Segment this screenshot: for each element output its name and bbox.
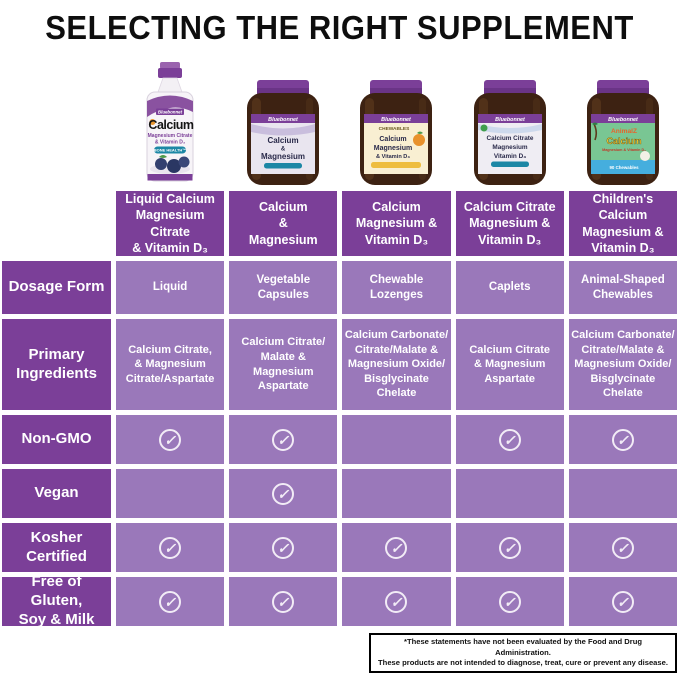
svg-text:& Vitamin D₃: & Vitamin D₃	[377, 154, 411, 160]
check-icon: ✓	[611, 536, 634, 559]
svg-text:AnimalZ: AnimalZ	[611, 128, 637, 135]
table-cell-vegan-2: ✓	[229, 469, 338, 518]
check-icon: ✓	[159, 590, 182, 613]
svg-text:Magnesium: Magnesium	[261, 152, 305, 161]
row-label-dosage-form: Dosage Form	[2, 261, 111, 314]
page-title: SELECTING THE RIGHT SUPPLEMENT	[45, 8, 634, 47]
product-photos-row: Bluebonnet Calcium Magnesium Citrate & V…	[2, 58, 677, 186]
row-label-free-of-gluten-soy-milk: Free of Gluten, Soy & Milk	[2, 573, 111, 628]
table-cell-kosher-4: ✓	[455, 523, 564, 572]
check-icon: ✓	[498, 536, 521, 559]
svg-text:CHEWABLES: CHEWABLES	[379, 126, 410, 132]
check-icon: ✓	[159, 428, 182, 451]
spacer-cell	[2, 191, 111, 256]
table-cell-free-4: ✓	[455, 577, 564, 626]
product-photo-calcium-magnesium-d3-chewables: Bluebonnet CHEWABLES Calcium Magnesium &…	[342, 80, 450, 186]
table-cell-nongmo-2: ✓	[229, 415, 338, 464]
svg-text:Calcium Citrate: Calcium Citrate	[486, 135, 533, 142]
table-cell-dosage-5: Animal-Shaped Chewables	[568, 261, 677, 314]
table-cell-nongmo-3: ✓	[342, 415, 451, 464]
svg-text:Calcium: Calcium	[606, 136, 641, 146]
amber-bottle-icon: Bluebonnet Calcium Citrate Magnesium Vit…	[473, 80, 546, 185]
table-cell-nongmo-1: ✓	[116, 415, 225, 464]
svg-text:Calcium: Calcium	[380, 136, 407, 143]
table-cell-ingredients-2: Calcium Citrate/ Malate & Magnesium Aspa…	[229, 319, 338, 410]
check-icon: ✓	[159, 536, 182, 559]
table-cell-ingredients-4: Calcium Citrate & Magnesium Aspartate	[455, 319, 564, 410]
svg-text:&: &	[281, 147, 286, 153]
svg-text:Bluebonnet: Bluebonnet	[268, 117, 298, 123]
row-label-vegan: Vegan	[2, 469, 111, 518]
table-cell-kosher-5: ✓	[568, 523, 677, 572]
svg-text:BONE HEALTH™: BONE HEALTH™	[154, 148, 187, 153]
check-icon: ✓	[498, 590, 521, 613]
svg-text:Bluebonnet: Bluebonnet	[608, 117, 638, 123]
table-cell-ingredients-1: Calcium Citrate, & Magnesium Citrate/Asp…	[116, 319, 225, 410]
column-header-calcium-magnesium: Calcium & Magnesium	[229, 191, 338, 256]
table-cell-dosage-2: Vegetable Capsules	[229, 261, 338, 314]
svg-text:Magnesium: Magnesium	[374, 145, 413, 152]
table-cell-kosher-3: ✓	[342, 523, 451, 572]
table-cell-ingredients-3: Calcium Carbonate/ Citrate/Malate & Magn…	[342, 319, 451, 410]
table-cell-dosage-1: Liquid	[116, 261, 225, 314]
table-cell-vegan-3: ✓	[342, 469, 451, 518]
column-header-childrens-calcium: Children's Calcium Magnesium & Vitamin D…	[568, 191, 677, 256]
table-cell-nongmo-4: ✓	[455, 415, 564, 464]
check-icon: ✓	[272, 590, 295, 613]
check-icon: ✓	[498, 428, 521, 451]
svg-text:Magnesium: Magnesium	[492, 144, 527, 151]
table-cell-free-2: ✓	[229, 577, 338, 626]
column-header-liquid-calcium: Liquid Calcium Magnesium Citrate & Vitam…	[116, 191, 225, 256]
amber-bottle-icon: Bluebonnet Calcium & Magnesium	[247, 80, 320, 185]
table-cell-dosage-4: Caplets	[455, 261, 564, 314]
svg-text:Vitamin D₃: Vitamin D₃	[494, 153, 526, 160]
product-photo-calcium-magnesium: Bluebonnet Calcium & Magnesium	[229, 80, 337, 186]
check-icon: ✓	[611, 590, 634, 613]
check-icon: ✓	[611, 428, 634, 451]
svg-text:Calcium: Calcium	[268, 136, 299, 145]
table-cell-dosage-3: Chewable Lozenges	[342, 261, 451, 314]
table-cell-free-3: ✓	[342, 577, 451, 626]
product-photo-childrens-calcium: Bluebonnet AnimalZ Calcium Magnesium & V…	[569, 80, 677, 186]
check-icon: ✓	[272, 536, 295, 559]
column-header-calcium-magnesium-d3: Calcium Magnesium & Vitamin D₃	[342, 191, 451, 256]
row-label-non-gmo: Non-GMO	[2, 415, 111, 464]
table-cell-kosher-2: ✓	[229, 523, 338, 572]
table-cell-vegan-5: ✓	[568, 469, 677, 518]
table-cell-vegan-4: ✓	[455, 469, 564, 518]
table-cell-free-5: ✓	[568, 577, 677, 626]
comparison-table: Liquid Calcium Magnesium Citrate & Vitam…	[2, 191, 677, 628]
svg-text:Calcium: Calcium	[149, 118, 195, 132]
row-label-kosher-certified: Kosher Certified	[2, 523, 111, 572]
check-icon: ✓	[385, 536, 408, 559]
table-cell-vegan-1: ✓	[116, 469, 225, 518]
svg-text:& Vitamin D₃: & Vitamin D₃	[155, 140, 186, 146]
check-icon: ✓	[272, 428, 295, 451]
svg-text:Bluebonnet: Bluebonnet	[382, 117, 412, 123]
column-header-calcium-citrate: Calcium Citrate Magnesium & Vitamin D₃	[455, 191, 564, 256]
svg-text:Magnesium & Vitamin D₃: Magnesium & Vitamin D₃	[602, 148, 646, 152]
liquid-bottle-icon: Bluebonnet Calcium Magnesium Citrate & V…	[146, 62, 195, 182]
product-photo-calcium-citrate: Bluebonnet Calcium Citrate Magnesium Vit…	[456, 80, 564, 186]
footer-area: *These statements have not been evaluate…	[0, 633, 677, 673]
amber-bottle-icon: Bluebonnet AnimalZ Calcium Magnesium & V…	[586, 80, 659, 185]
svg-text:Magnesium Citrate: Magnesium Citrate	[148, 133, 193, 139]
svg-text:90 Chewables: 90 Chewables	[609, 165, 639, 170]
product-photo-liquid-calcium: Bluebonnet Calcium Magnesium Citrate & V…	[116, 62, 224, 186]
check-icon: ✓	[385, 590, 408, 613]
row-label-primary-ingredients: Primary Ingredients	[2, 319, 111, 410]
table-cell-ingredients-5: Calcium Carbonate/ Citrate/Malate & Magn…	[568, 319, 677, 410]
amber-bottle-icon: Bluebonnet CHEWABLES Calcium Magnesium &…	[360, 80, 433, 185]
table-cell-free-1: ✓	[116, 577, 225, 626]
table-cell-kosher-1: ✓	[116, 523, 225, 572]
table-cell-nongmo-5: ✓	[568, 415, 677, 464]
svg-text:Bluebonnet: Bluebonnet	[158, 110, 183, 115]
svg-text:Bluebonnet: Bluebonnet	[495, 117, 525, 123]
fda-disclaimer: *These statements have not been evaluate…	[369, 633, 677, 673]
check-icon: ✓	[272, 482, 295, 505]
